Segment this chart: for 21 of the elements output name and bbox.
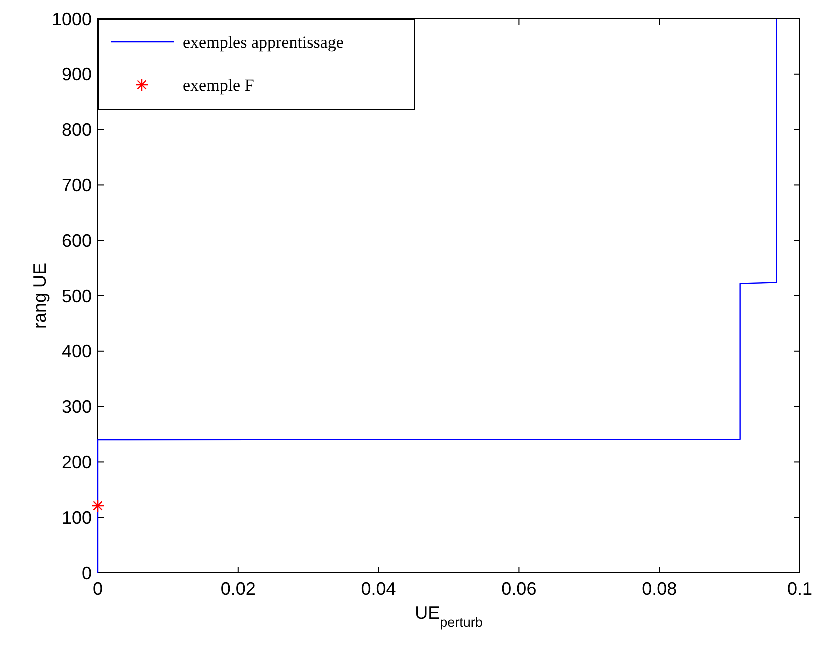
line-series [97,18,778,574]
x-axis-title: UE$_{perturb}$ [415,603,483,630]
x-tick-label: 0.04 [361,579,396,599]
x-tick-label: 0.1 [787,579,813,599]
y-tick-label: 400 [62,342,92,362]
legend-label: exemples apprentissage [183,32,344,52]
y-tick-label: 500 [62,286,92,306]
y-tick-label: 600 [62,230,92,251]
y-tick-label: 200 [62,452,92,472]
y-tick-label: 700 [62,176,92,196]
x-tick-label: 0.08 [642,579,678,599]
y-tick-label: 900 [62,64,92,85]
y-tick-label: 100 [62,508,92,528]
legend-label: exemple F [183,76,254,95]
y-tick-label: 800 [62,120,92,140]
y-tick-label: 1000 [52,9,92,30]
x-tick-label: 0.02 [220,579,256,599]
y-axis-title: rang UE [30,262,50,330]
y-tick-label: 300 [62,397,92,418]
y-tick-label: 0 [82,563,92,584]
x-tick-label: 0.06 [502,579,537,599]
